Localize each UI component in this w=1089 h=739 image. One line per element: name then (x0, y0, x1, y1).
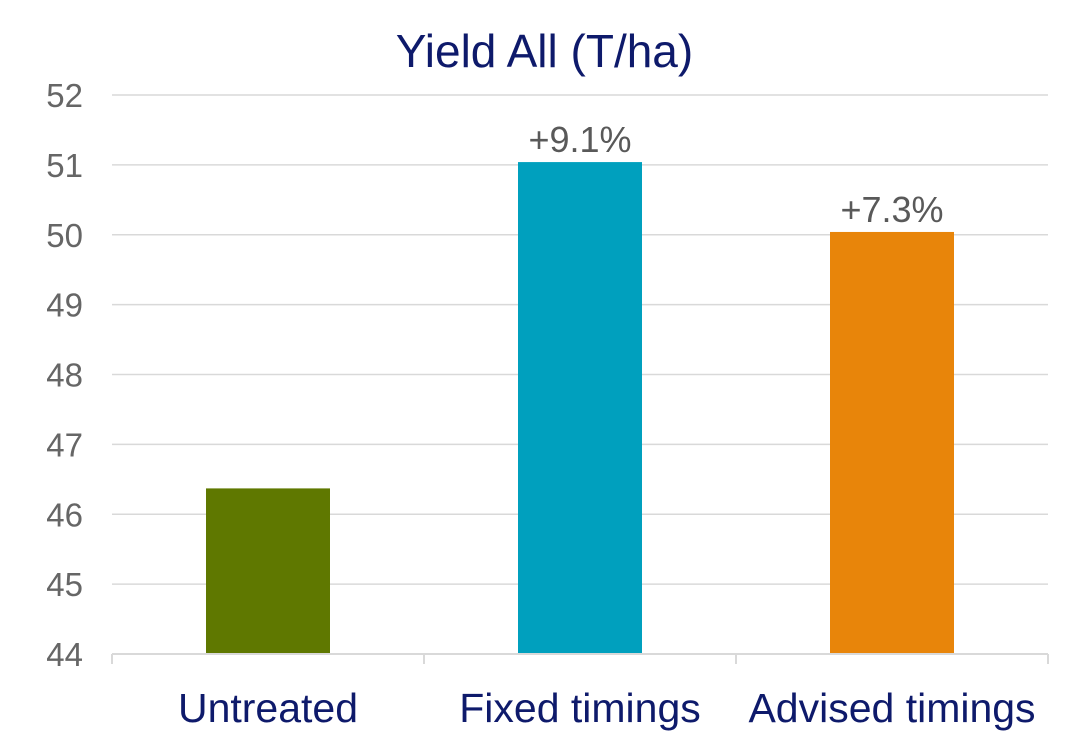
y-tick-label: 50 (46, 217, 83, 254)
x-axis-category-labels: Untreated Fixed timings Advised timings (178, 685, 1036, 731)
y-tick-label: 52 (46, 77, 83, 114)
bar-advised-timings (830, 231, 954, 654)
x-axis (111, 653, 1049, 664)
y-tick-label: 48 (46, 357, 83, 394)
bars (206, 162, 954, 654)
x-category-label: Untreated (178, 685, 358, 731)
data-labels: +9.1% +7.3% (528, 119, 943, 230)
y-tick-label: 47 (46, 426, 83, 463)
y-tick-label: 51 (46, 147, 83, 184)
bar-untreated (206, 488, 330, 654)
chart-title: Yield All (T/ha) (395, 25, 694, 77)
y-tick-label: 45 (46, 566, 83, 603)
y-tick-label: 44 (46, 636, 83, 673)
x-category-label: Fixed timings (459, 685, 701, 731)
y-tick-label: 49 (46, 287, 83, 324)
bar-fixed-timings (518, 162, 642, 654)
y-axis-tick-labels: 44 45 46 47 48 49 50 51 52 (46, 77, 83, 673)
x-category-label: Advised timings (748, 685, 1035, 731)
data-label: +7.3% (840, 189, 943, 230)
data-label: +9.1% (528, 119, 631, 160)
y-tick-label: 46 (46, 496, 83, 533)
